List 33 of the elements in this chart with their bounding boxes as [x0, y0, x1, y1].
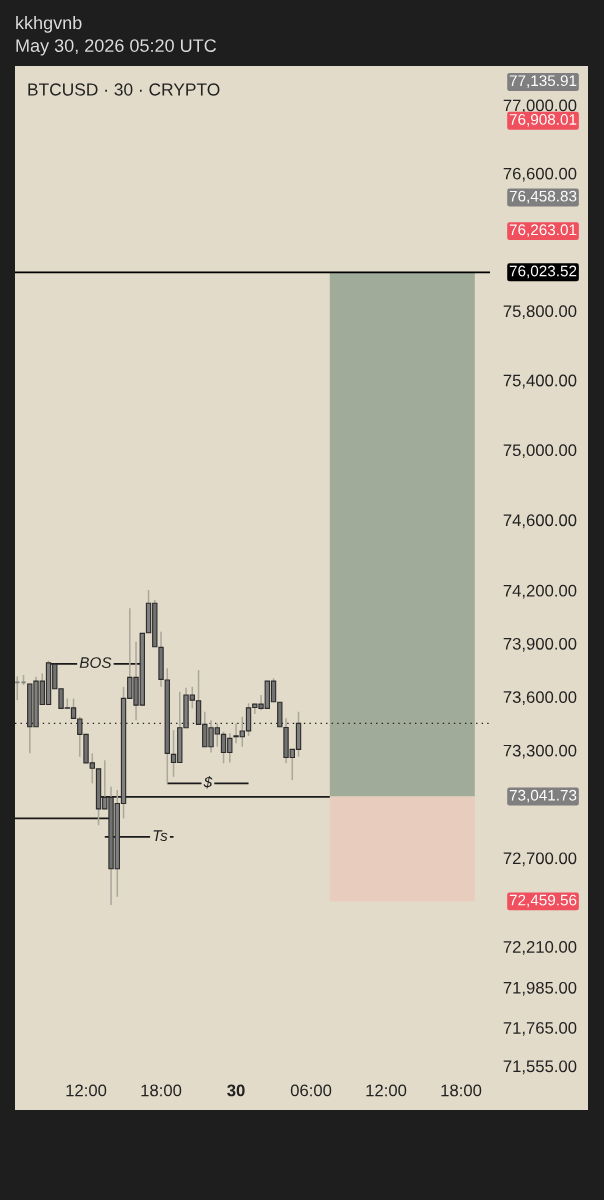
x-tick-label: 18:00 — [441, 1084, 482, 1097]
x-tick-label: 18:00 — [141, 1084, 182, 1097]
y-tick-label: 71,555.00 — [503, 1060, 577, 1075]
text: 73,041.73 — [509, 789, 577, 803]
annotation: $ — [203, 776, 213, 789]
y-tick-label: 72,700.00 — [503, 852, 577, 867]
annotation: BOS — [79, 657, 112, 668]
text: 76,263.01 — [509, 224, 577, 237]
chart-subtitle: kkhgvnb May 30, 2026 05:20 UTC — [16, 16, 217, 56]
x-tick-label: 12:00 — [366, 1084, 407, 1097]
y-tick-label: 77,000.00 — [503, 99, 577, 114]
y-tick-label: 75,400.00 — [503, 374, 577, 389]
text: BTCUSD · 30 · CRYPTO — [28, 83, 220, 96]
annotation: Ts — [153, 830, 168, 842]
ref-line-label: 76,023.52 — [509, 265, 577, 279]
text: 72,459.56 — [509, 894, 577, 908]
x-tick-label: 12:00 — [66, 1084, 107, 1097]
y-tick-label: 71,765.00 — [503, 1022, 577, 1036]
text: 76,458.83 — [509, 190, 577, 204]
x-tick-label: 06:00 — [290, 1084, 332, 1097]
y-tick-label: 75,000.00 — [503, 444, 577, 459]
y-tick-label: 75,800.00 — [503, 305, 577, 320]
x-tick-label: 30 — [227, 1084, 245, 1097]
y-tick-label: 73,300.00 — [503, 744, 577, 759]
y-tick-label: 76,600.00 — [503, 167, 577, 182]
y-tick-label: 73,600.00 — [503, 691, 577, 705]
y-tick-label: 71,985.00 — [503, 981, 577, 996]
y-tick-label: 72,210.00 — [503, 941, 577, 955]
text: 77,135.91 — [509, 75, 577, 88]
y-tick-label: 73,900.00 — [503, 637, 577, 652]
y-tick-label: 74,200.00 — [503, 584, 577, 599]
text: 76,908.01 — [509, 114, 577, 127]
y-tick-label: 74,600.00 — [503, 514, 577, 529]
